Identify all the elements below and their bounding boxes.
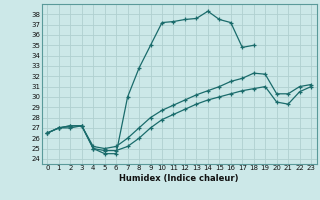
X-axis label: Humidex (Indice chaleur): Humidex (Indice chaleur) [119, 174, 239, 183]
